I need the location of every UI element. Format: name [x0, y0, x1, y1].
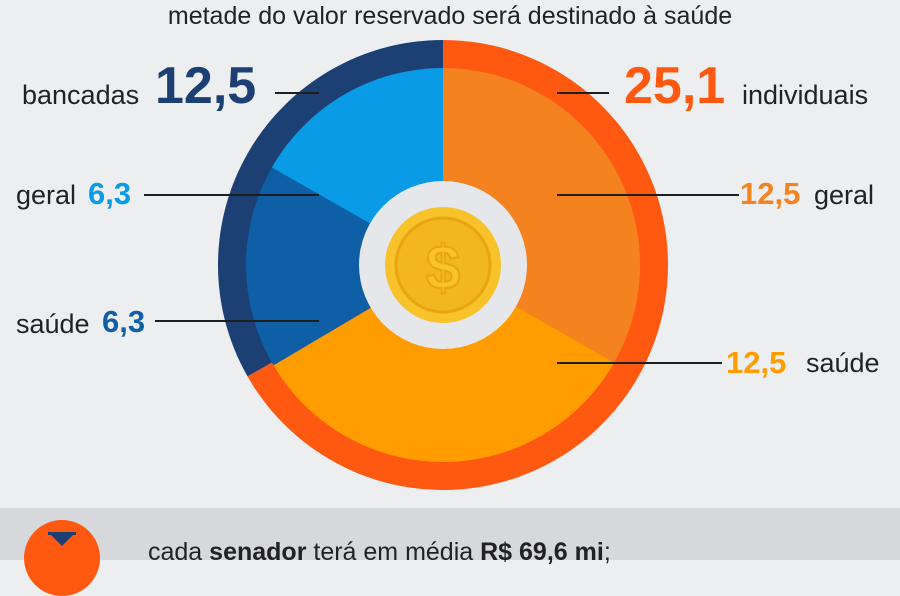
- footer-text: cada senador terá em média R$ 69,6 mi;: [148, 538, 611, 567]
- footer-bar: cada senador terá em média R$ 69,6 mi;: [0, 508, 900, 596]
- label-individuais-saude: saúde: [806, 348, 880, 378]
- label-individuais-geral: geral: [814, 180, 875, 210]
- svg-text:$: $: [426, 234, 460, 303]
- label-bancadas-saude: saúde: [16, 309, 90, 339]
- leader-line-bancadas-saude: [155, 320, 319, 322]
- leader-line-individuais: [557, 92, 609, 94]
- value-individuais: 25,1: [624, 57, 726, 115]
- label-bancadas: bancadas: [22, 80, 140, 110]
- chart-subtitle: metade do valor reservado será destinado…: [167, 2, 733, 30]
- value-individuais-saude: 12,5: [726, 345, 787, 380]
- value-bancadas: 12,5: [155, 57, 257, 115]
- footer-text-mid: terá em média: [306, 538, 481, 566]
- dollar-coin-icon: $: [359, 181, 527, 349]
- hourglass-icon: [24, 520, 100, 596]
- leader-line-bancadas: [275, 92, 319, 94]
- footer-text-senador: senador: [209, 538, 307, 566]
- value-individuais-geral: 12,5: [740, 176, 801, 211]
- label-individuais: individuais: [742, 80, 869, 110]
- leader-line-individuais-geral: [557, 194, 739, 196]
- donut-chart: $: [218, 40, 668, 491]
- value-bancadas-geral: 6,3: [88, 176, 132, 211]
- footer-text-pre: cada: [148, 538, 210, 566]
- footer-text-post: ;: [603, 538, 611, 566]
- footer-text-amount: R$ 69,6 mi: [480, 538, 604, 566]
- value-bancadas-saude: 6,3: [102, 304, 146, 339]
- slice-individuais-saude: [273, 265, 615, 463]
- leader-line-individuais-saude: [557, 362, 722, 364]
- label-bancadas-geral: geral: [16, 180, 77, 210]
- leader-line-bancadas-geral: [144, 194, 319, 196]
- slice-bancadas-saude: [246, 167, 443, 366]
